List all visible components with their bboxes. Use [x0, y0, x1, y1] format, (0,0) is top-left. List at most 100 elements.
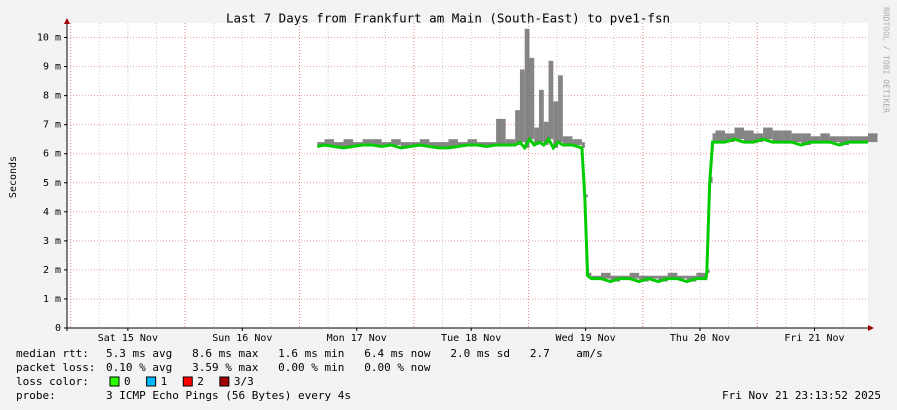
- stat-label: median rtt:: [16, 347, 89, 360]
- chart-title: Last 7 Days from Frankfurt am Main (Sout…: [226, 11, 670, 26]
- stat-text: 0.10 % avg 3.59 % max 0.00 % min 0.00 % …: [106, 361, 431, 374]
- smoke: [510, 139, 516, 145]
- y-tick-label: 6 m: [43, 149, 61, 160]
- smoke: [477, 142, 487, 145]
- y-tick-label: 5 m: [43, 178, 61, 189]
- smoke: [400, 142, 411, 148]
- smoke: [696, 272, 706, 279]
- x-arrow: [868, 325, 874, 331]
- smoke: [753, 133, 764, 143]
- legend-label: 3/3: [234, 375, 254, 388]
- smoke: [562, 136, 573, 145]
- smoke: [601, 272, 611, 279]
- smoke: [715, 130, 725, 143]
- x-tick-label: Wed 19 Nov: [555, 333, 615, 344]
- legend-swatch: [219, 376, 230, 387]
- smoke: [438, 142, 449, 148]
- smoke: [515, 110, 520, 145]
- smoke: [801, 133, 811, 145]
- plot-area: [67, 23, 868, 328]
- legend-swatch: [146, 376, 157, 387]
- y-tick-label: 3 m: [43, 236, 61, 247]
- smoke: [539, 89, 544, 143]
- smoke: [391, 139, 401, 145]
- x-tick-label: Sun 16 Nov: [212, 333, 272, 344]
- smoke: [848, 136, 859, 143]
- y-tick-label: 4 m: [43, 207, 61, 218]
- smoke: [448, 139, 458, 148]
- y-tick-label: 8 m: [43, 91, 61, 102]
- smoke: [763, 127, 773, 140]
- smoke: [839, 136, 849, 145]
- x-tick-label: Tue 18 Nov: [441, 333, 501, 344]
- smoke: [343, 139, 354, 148]
- smoke: [548, 60, 554, 140]
- smoke: [667, 272, 678, 279]
- smoke: [534, 127, 540, 145]
- grid: 0 1 m 2 m 3 m 4 m 5 m 6 m 7 m 8 m 9 m 10 m Sat 15 N…: [37, 23, 868, 344]
- marks: [316, 28, 878, 284]
- smoke: [772, 130, 783, 143]
- y-tick-label: 1 m: [43, 294, 61, 305]
- smoke: [677, 275, 687, 279]
- smoke: [820, 133, 830, 143]
- smoke: [334, 142, 344, 147]
- watermark: RRDTOOL / TOBI OETIKER: [882, 7, 891, 113]
- smoke: [524, 28, 530, 148]
- smoke: [868, 133, 878, 143]
- smoke: [324, 139, 334, 145]
- smoke: [467, 139, 478, 145]
- smoke: [543, 121, 549, 145]
- smoke: [587, 272, 592, 276]
- x-tick-label: Mon 17 Nov: [327, 333, 387, 344]
- smoke: [744, 130, 754, 143]
- smoke: [529, 57, 535, 140]
- x-tick-label: Thu 20 Nov: [670, 333, 730, 344]
- smoke: [584, 194, 588, 198]
- probe-text: 3 ICMP Echo Pings (56 Bytes) every 4s: [106, 389, 351, 402]
- y-tick-label: 10 m: [37, 33, 61, 44]
- y-arrow: [64, 18, 70, 24]
- smoke: [782, 130, 792, 143]
- legend-label: 1: [161, 375, 168, 388]
- smoke: [505, 139, 511, 145]
- smoke: [629, 272, 640, 279]
- smoke: [581, 142, 585, 148]
- smoke: [724, 133, 735, 143]
- y-tick-label: 0: [55, 323, 61, 334]
- smoke: [553, 101, 559, 148]
- probe-label: probe:: [16, 389, 56, 402]
- x-tick-label: Sat 15 Nov: [98, 333, 158, 344]
- y-tick-label: 2 m: [43, 265, 61, 276]
- legend-label: 2: [197, 375, 204, 388]
- y-axis-label: Seconds: [8, 156, 19, 198]
- smoke: [734, 127, 745, 140]
- footer: median rtt: 5.3 ms avg 8.6 ms max 1.6 ms…: [16, 347, 881, 402]
- smoke: [419, 139, 430, 145]
- smoke: [572, 139, 582, 145]
- y-tick-label: 9 m: [43, 62, 61, 73]
- smoke: [519, 69, 525, 143]
- smoke: [858, 136, 868, 143]
- smoke: [496, 118, 506, 145]
- smoke: [429, 142, 439, 147]
- stat-label: packet loss:: [16, 361, 95, 374]
- smoke: [810, 136, 821, 143]
- loss-label: loss color:: [16, 375, 89, 388]
- smoke: [712, 133, 716, 143]
- legend-swatch: [109, 376, 120, 387]
- timestamp: Fri Nov 21 23:13:52 2025: [722, 389, 881, 402]
- x-tick-label: Fri 21 Nov: [784, 333, 844, 344]
- legend-swatch: [182, 376, 193, 387]
- smoke: [558, 75, 563, 143]
- smoke: [648, 275, 659, 279]
- smoke: [829, 136, 840, 143]
- y-tick-label: 7 m: [43, 120, 61, 131]
- stat-text: 5.3 ms avg 8.6 ms max 1.6 ms min 6.4 ms …: [106, 347, 603, 360]
- smoke: [791, 133, 802, 143]
- smoke: [372, 139, 382, 145]
- legend-label: 0: [124, 375, 131, 388]
- axes: [64, 18, 874, 331]
